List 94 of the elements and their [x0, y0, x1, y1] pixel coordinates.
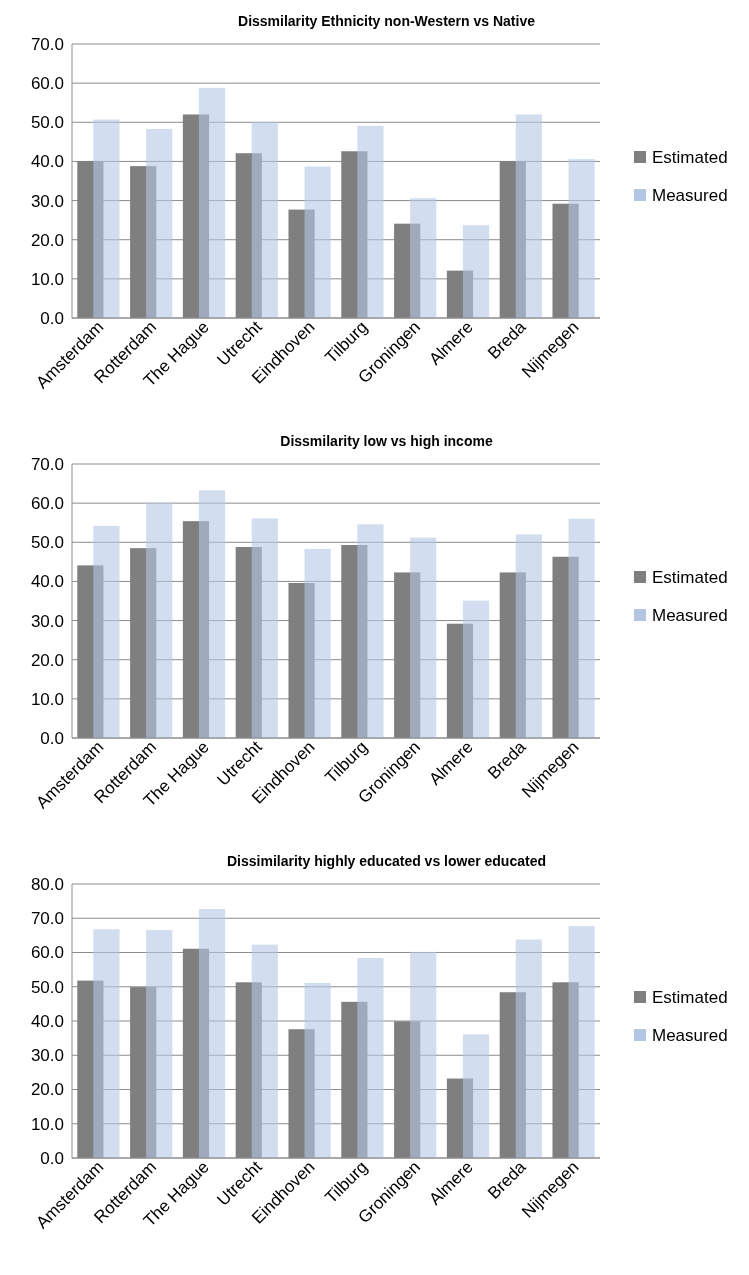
- bar: [341, 1001, 368, 1158]
- bar: [357, 125, 384, 318]
- bar: [304, 982, 331, 1158]
- chart-title: Dissmilarity low vs high income: [280, 433, 493, 449]
- bar: [568, 518, 595, 738]
- bar: [235, 153, 262, 318]
- bar: [130, 548, 157, 738]
- y-tick-label: 30.0: [30, 191, 64, 211]
- bar: [341, 545, 368, 738]
- y-tick-label: 50.0: [30, 113, 64, 133]
- bar: [77, 980, 104, 1158]
- y-tick-label: 10.0: [30, 689, 64, 709]
- bar: [146, 503, 173, 738]
- bar: [552, 203, 579, 318]
- y-tick-label: 20.0: [30, 650, 64, 670]
- bar: [130, 987, 157, 1158]
- bar: [515, 939, 542, 1158]
- bar: [288, 582, 315, 738]
- bar: [499, 161, 526, 318]
- y-tick-label: 0.0: [40, 1148, 64, 1168]
- bar: [182, 948, 210, 1158]
- y-tick-label: 40.0: [30, 1011, 64, 1031]
- bar: [146, 128, 173, 318]
- legend-label: Estimated: [652, 567, 728, 587]
- y-tick-label: 10.0: [30, 269, 64, 289]
- legend-label: Measured: [652, 185, 728, 205]
- bar: [146, 929, 173, 1158]
- bar: [462, 225, 490, 318]
- bar: [182, 114, 210, 318]
- bar: [198, 87, 226, 318]
- bar: [304, 166, 331, 318]
- bar: [394, 1021, 421, 1158]
- y-tick-label: 30.0: [30, 611, 64, 631]
- bar: [198, 490, 226, 738]
- y-tick-label: 0.0: [40, 308, 64, 328]
- bar: [93, 119, 120, 318]
- bar: [130, 166, 157, 318]
- y-tick-label: 0.0: [40, 728, 64, 748]
- bar: [394, 223, 421, 318]
- y-tick-label: 50.0: [30, 977, 64, 997]
- y-tick-label: 20.0: [30, 1080, 64, 1100]
- bar: [552, 556, 579, 738]
- bar: [341, 151, 368, 318]
- bar: [394, 572, 421, 738]
- chart-title: Dissmilarity Ethnicity non-Western vs Native: [238, 13, 536, 29]
- bar: [446, 1078, 474, 1158]
- y-tick-label: 70.0: [30, 34, 64, 54]
- bar: [515, 114, 542, 318]
- bar: [568, 926, 595, 1158]
- bar: [499, 992, 526, 1158]
- y-tick-label: 20.0: [30, 230, 64, 250]
- bar: [93, 525, 120, 738]
- y-tick-label: 70.0: [30, 909, 64, 929]
- bar: [462, 1034, 490, 1158]
- bar: [410, 198, 437, 318]
- legend-label: Measured: [652, 605, 728, 625]
- bar: [251, 518, 278, 738]
- y-tick-label: 60.0: [30, 74, 64, 94]
- bar: [251, 121, 278, 318]
- bar: [288, 1029, 315, 1158]
- y-tick-label: 30.0: [30, 1046, 64, 1066]
- bar: [446, 270, 474, 318]
- bar: [568, 159, 595, 318]
- y-tick-label: 10.0: [30, 1114, 64, 1134]
- bar: [182, 521, 210, 738]
- bar: [235, 546, 262, 738]
- y-tick-label: 60.0: [30, 943, 64, 963]
- legend-label: Measured: [652, 1025, 728, 1045]
- bar: [77, 161, 104, 318]
- chart-title: Dissimilarity highly educated vs lower educated: [227, 853, 546, 869]
- bar: [93, 929, 120, 1158]
- bar: [77, 565, 104, 738]
- bar: [235, 982, 262, 1158]
- legend-label: Estimated: [652, 147, 728, 167]
- bar: [304, 548, 331, 738]
- bar: [251, 944, 278, 1158]
- bar: [446, 623, 474, 738]
- bar: [288, 209, 315, 318]
- legend-label: Estimated: [652, 987, 728, 1007]
- bar: [410, 951, 437, 1158]
- bar: [499, 572, 526, 738]
- y-tick-label: 60.0: [30, 494, 64, 514]
- bar: [357, 957, 384, 1158]
- y-tick-label: 80.0: [30, 874, 64, 894]
- y-tick-label: 70.0: [30, 454, 64, 474]
- y-tick-label: 40.0: [30, 152, 64, 172]
- bar: [515, 534, 542, 738]
- bar: [462, 600, 490, 738]
- bar: [198, 909, 226, 1158]
- bar: [552, 982, 579, 1158]
- bar: [410, 537, 437, 738]
- y-tick-label: 40.0: [30, 572, 64, 592]
- bar: [357, 524, 384, 738]
- y-tick-label: 50.0: [30, 533, 64, 553]
